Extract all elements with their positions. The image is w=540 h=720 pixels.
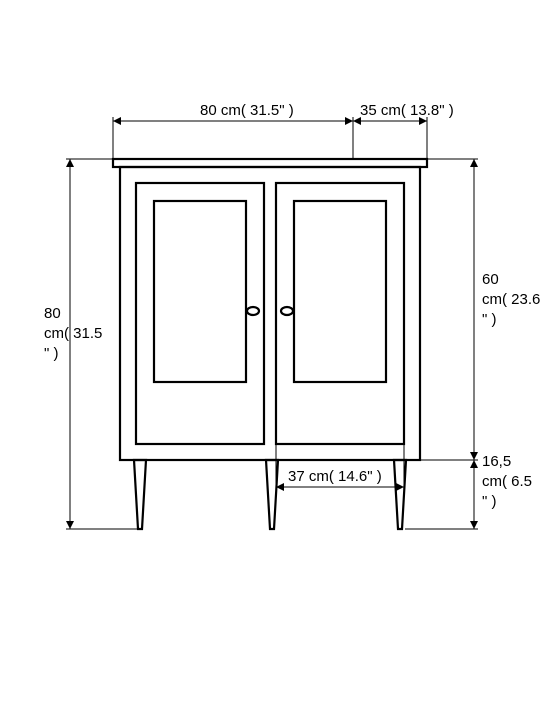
dimension-height-total-label: 80	[44, 305, 61, 322]
svg-text:" ): " )	[482, 311, 497, 328]
dimension-door-width: 37 cm( 14.6" )	[276, 444, 404, 491]
door-left	[136, 183, 264, 444]
dimension-width-label: 80 cm( 31.5" )	[200, 102, 294, 119]
dimension-height-upper-label: 60	[482, 271, 499, 288]
svg-text:cm( 6.5: cm( 6.5	[482, 473, 532, 490]
door-right-panel	[294, 201, 386, 382]
cabinet-body	[120, 167, 420, 460]
dimension-depth-label: 35 cm( 13.8" )	[360, 102, 454, 119]
svg-text:" ): " )	[44, 345, 59, 362]
svg-text:cm( 31.5: cm( 31.5	[44, 325, 102, 342]
knob-left	[247, 307, 259, 315]
svg-text:" ): " )	[482, 493, 497, 510]
knob-right	[281, 307, 293, 315]
cabinet-top	[113, 159, 427, 167]
dimension-height-upper: 60 cm( 23.6 " )	[420, 159, 540, 460]
dimension-door-width-label: 37 cm( 14.6" )	[288, 468, 382, 485]
dimension-height-legs: 16,5 cm( 6.5 " )	[405, 453, 532, 529]
dimension-height-legs-label: 16,5	[482, 453, 511, 470]
dimension-depth: 35 cm( 13.8" )	[353, 102, 454, 159]
dimension-height-total: 80 cm( 31.5 " )	[44, 159, 138, 529]
door-right	[276, 183, 404, 444]
svg-text:cm( 23.6: cm( 23.6	[482, 291, 540, 308]
door-left-panel	[154, 201, 246, 382]
dimension-width: 80 cm( 31.5" )	[113, 102, 353, 159]
